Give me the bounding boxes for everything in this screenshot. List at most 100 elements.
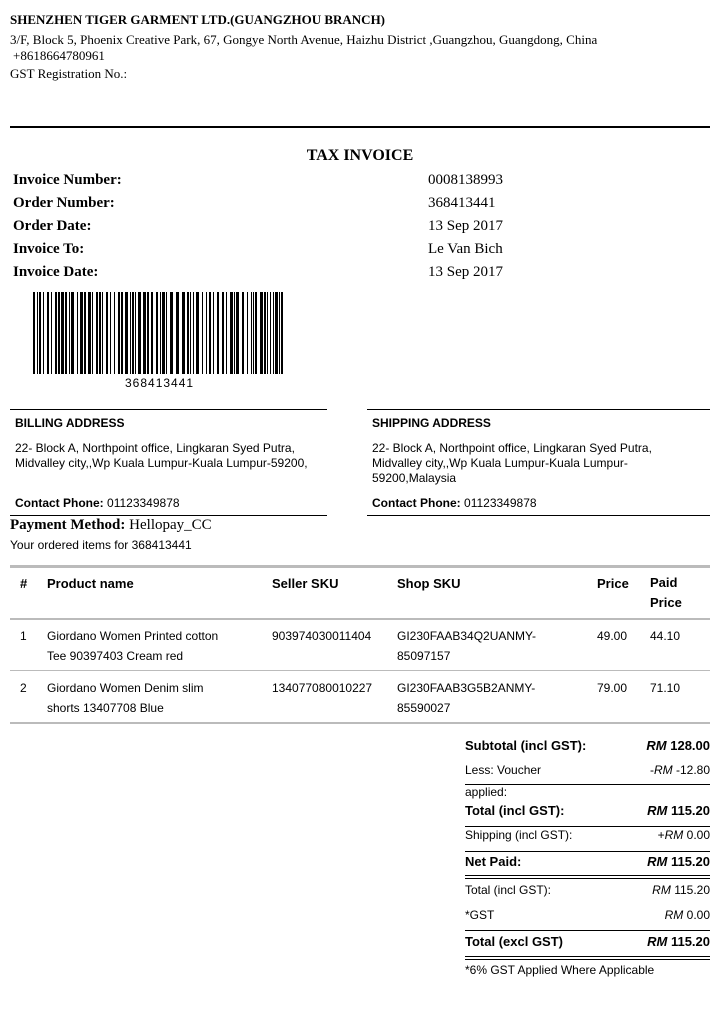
address-line: 22- Block A, Northpoint office, Lingkara… xyxy=(15,441,295,455)
barcode-bar xyxy=(281,292,283,374)
barcode-bar xyxy=(138,292,141,374)
totals-amount: RM 128.00 xyxy=(646,738,710,753)
meta-value: Le Van Bich xyxy=(428,241,503,257)
column-header: # xyxy=(20,576,28,591)
column-header: Price xyxy=(597,576,629,591)
sku-line: GI230FAAB3G5B2ANMY- xyxy=(397,681,536,695)
barcode-bar xyxy=(251,292,252,374)
contact-phone: 01123349878 xyxy=(107,496,180,510)
barcode-bar xyxy=(160,292,161,374)
product-line: Tee 90397403 Cream red xyxy=(47,649,184,663)
divider xyxy=(465,784,710,785)
barcode-bar xyxy=(170,292,173,374)
barcode-bar xyxy=(132,292,134,374)
barcode-bar xyxy=(118,292,120,374)
totals-label: applied: xyxy=(465,785,508,799)
totals-amount: RM 115.20 xyxy=(647,854,710,869)
meta-label: Order Number: xyxy=(13,195,115,211)
meta-value: 13 Sep 2017 xyxy=(428,264,503,280)
barcode-bar xyxy=(106,292,108,374)
totals-label: Net Paid: xyxy=(465,854,522,869)
totals-label: Less: Voucher xyxy=(465,763,542,777)
payment-value: Hellopay_CC xyxy=(129,517,212,533)
product-line: Giordano Women Denim slim xyxy=(47,681,204,695)
payment-method: Payment Method: Hellopay_CC xyxy=(10,517,212,534)
shipping-title: SHIPPING ADDRESS xyxy=(372,416,491,430)
barcode-bar xyxy=(143,292,146,374)
totals-label: Total (incl GST): xyxy=(465,803,565,818)
barcode-bar xyxy=(43,292,44,374)
company-phone: +8618664780961 xyxy=(13,48,105,63)
currency: RM xyxy=(646,738,667,753)
currency: RM xyxy=(647,854,668,869)
barcode-bar xyxy=(217,292,219,374)
totals-row-gst: *GST RM 0.00 xyxy=(465,908,710,922)
totals-row-subtotal: Subtotal (incl GST): RM 128.00 xyxy=(465,738,710,753)
divider xyxy=(367,515,710,516)
barcode-bar xyxy=(99,292,101,374)
barcode-bar xyxy=(182,292,185,374)
cell-paid-price: 44.10 xyxy=(650,629,681,643)
barcode-bar xyxy=(242,292,244,374)
amount-sign: + xyxy=(657,828,665,842)
totals-amount: RM 115.20 xyxy=(647,934,710,949)
divider xyxy=(465,851,710,852)
meta-label: Order Date: xyxy=(13,218,92,234)
column-header: Shop SKU xyxy=(397,576,461,591)
sku-line: GI230FAAB34Q2UANMY- xyxy=(397,629,536,643)
divider xyxy=(465,930,710,931)
barcode-bar xyxy=(166,292,167,374)
totals-amount: RM 115.20 xyxy=(652,883,710,897)
barcode-bar xyxy=(33,292,35,374)
table-top-border xyxy=(10,565,710,568)
shipping-address: 22- Block A, Northpoint office, Lingkara… xyxy=(372,441,652,486)
amount: 115.20 xyxy=(670,803,710,818)
page-title: TAX INVOICE xyxy=(306,147,414,164)
amount: 115.20 xyxy=(674,883,710,897)
address-line: 59200,Malaysia xyxy=(372,471,457,485)
contact-phone: 01123349878 xyxy=(464,496,537,510)
barcode-bar xyxy=(236,292,239,374)
totals-amount: +RM 0.00 xyxy=(658,828,710,842)
divider xyxy=(465,826,710,827)
column-header: Product name xyxy=(47,576,134,591)
contact-label: Contact Phone: xyxy=(15,496,104,510)
barcode-bar xyxy=(193,292,194,374)
barcode-bar xyxy=(61,292,64,374)
barcode-bar xyxy=(37,292,38,374)
barcode-bar xyxy=(39,292,41,374)
barcode-bar xyxy=(125,292,128,374)
totals-label: Subtotal (incl GST): xyxy=(465,738,587,753)
meta-label: Invoice Number: xyxy=(13,172,122,188)
barcode-bar xyxy=(222,292,224,374)
cell-shop-sku: GI230FAAB34Q2UANMY- 85097157 xyxy=(397,626,536,666)
barcode-bar xyxy=(88,292,91,374)
column-header: Seller SKU xyxy=(272,576,339,591)
divider xyxy=(10,515,327,516)
totals-label: Shipping (incl GST): xyxy=(465,828,573,842)
product-line: Giordano Women Printed cotton xyxy=(47,629,219,643)
barcode-bar xyxy=(121,292,123,374)
address-line: Midvalley city,,Wp Kuala Lumpur-Kuala Lu… xyxy=(15,456,308,470)
divider xyxy=(465,875,710,876)
company-address: 3/F, Block 5, Phoenix Creative Park, 67,… xyxy=(10,32,598,47)
barcode-bar xyxy=(156,292,158,374)
barcode-bar xyxy=(190,292,191,374)
cell-seller-sku: 903974030011404 xyxy=(272,629,372,643)
barcode-bar xyxy=(270,292,271,374)
barcode-bar xyxy=(209,292,211,374)
barcode-bar xyxy=(135,292,136,374)
totals-label: Total (excl GST) xyxy=(465,934,563,949)
cell-index: 1 xyxy=(20,629,27,643)
barcode-bar xyxy=(267,292,268,374)
barcode-bar xyxy=(260,292,263,374)
meta-value: 13 Sep 2017 xyxy=(428,218,503,234)
barcode-bar xyxy=(234,292,235,374)
product-line: shorts 13407708 Blue xyxy=(47,701,164,715)
currency: RM xyxy=(652,883,671,897)
barcode-bar xyxy=(279,292,280,374)
shipping-contact: Contact Phone: 01123349878 xyxy=(372,496,537,510)
barcode-bar xyxy=(80,292,83,374)
barcode-bar xyxy=(187,292,189,374)
barcode-bar xyxy=(69,292,70,374)
